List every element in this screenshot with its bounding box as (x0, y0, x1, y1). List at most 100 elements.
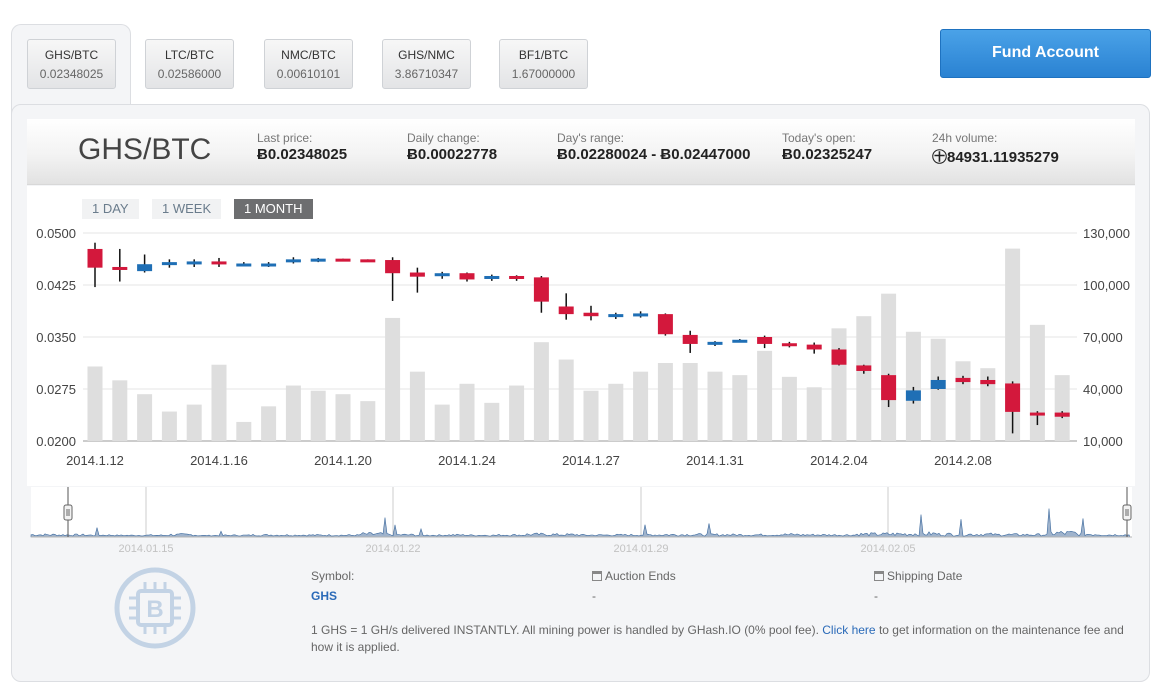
candle-down (757, 337, 773, 344)
volume-bar (484, 402, 500, 441)
shipping-date: Shipping Date (874, 569, 962, 583)
volume-bar (211, 364, 227, 441)
candle-up (633, 313, 649, 317)
volume-bar (459, 383, 475, 441)
volume-bar (360, 401, 376, 441)
volume-bar (980, 368, 996, 441)
candle-up (905, 390, 921, 401)
volume-bar (707, 371, 723, 441)
candle-down (112, 266, 128, 270)
volume-bar (930, 338, 946, 441)
candle-down (856, 365, 872, 371)
candle-down (211, 261, 227, 265)
last-price-label: Last price: (257, 131, 313, 145)
volume-bar (732, 375, 748, 441)
y-axis-left-tick-label: 0.0275 (36, 382, 76, 397)
volume-bar (806, 387, 822, 441)
candle-down (360, 259, 376, 263)
today-open-label: Today's open: (782, 131, 856, 145)
svg-text:B: B (146, 596, 163, 623)
tab-bf1-btc[interactable]: BF1/BTC 1.67000000 (499, 39, 588, 89)
candle-up (236, 263, 252, 267)
market-header: GHS/BTC Last price: Ƀ0.02348025 Daily ch… (27, 119, 1135, 185)
candle-up (434, 273, 450, 277)
volume-bar (831, 328, 847, 441)
y-axis-left-tick-label: 0.0350 (36, 330, 76, 345)
candle-down (881, 375, 897, 401)
candle-up (285, 259, 301, 263)
y-axis-left-tick-label: 0.0500 (36, 226, 76, 241)
fund-account-button[interactable]: Fund Account (940, 29, 1151, 78)
range-1-day-button[interactable]: 1 DAY (82, 199, 139, 219)
volume-bar (385, 317, 401, 441)
y-axis-right-tick-label: 70,000 (1083, 330, 1123, 345)
x-axis-tick-label: 2014.1.20 (314, 453, 372, 468)
today-open-stat: Today's open: Ƀ0.02325247 (782, 131, 872, 163)
click-here-link[interactable]: Click here (822, 623, 876, 637)
volume-bar (583, 390, 599, 441)
range-1-month-button[interactable]: 1 MONTH (234, 199, 313, 219)
tab-price: 0.02348025 (39, 67, 104, 81)
volume-bar (608, 383, 624, 441)
calendar-icon (874, 571, 884, 581)
candle-down (385, 260, 401, 274)
candle-up (261, 263, 277, 267)
candle-up (732, 339, 748, 343)
y-axis-left-tick-label: 0.0200 (36, 434, 76, 449)
candle-up (608, 314, 624, 318)
auction-ends-value: - (592, 589, 596, 603)
volume-label: 24h volume: (932, 131, 998, 145)
candle-down (87, 248, 103, 268)
volume-bar (509, 385, 525, 441)
bitcoin-chip-logo: B (114, 567, 196, 649)
candle-up (310, 258, 326, 262)
volume-bar (137, 394, 153, 441)
volume-bar (409, 371, 425, 441)
tab-ltc-btc[interactable]: LTC/BTC 0.02586000 (145, 39, 234, 89)
volume-bar (955, 361, 971, 441)
candle-down (980, 379, 996, 385)
auction-ends: Auction Ends (592, 569, 676, 583)
x-axis-tick-label: 2014.1.24 (438, 453, 496, 468)
volume-bar (881, 293, 897, 441)
y-axis-right-tick-label: 130,000 (1083, 226, 1130, 241)
candle-down (682, 334, 698, 344)
candle-down (657, 314, 673, 335)
ghs-info-note: 1 GHS = 1 GH/s delivered INSTANTLY. All … (311, 622, 1141, 656)
candle-up (930, 379, 946, 389)
candle-down (1054, 412, 1070, 417)
candle-up (707, 341, 723, 345)
daily-change-value: Ƀ0.00022778 (407, 146, 498, 163)
symbol-value: GHS (311, 589, 338, 603)
volume-bar (87, 366, 103, 441)
symbol-label: Symbol: (311, 569, 355, 583)
candle-up (186, 261, 202, 265)
candle-down (583, 312, 599, 317)
note-text-end: to get information on the maintenance fe… (311, 623, 1124, 654)
candle-down (955, 377, 971, 383)
tab-ghs-btc[interactable]: GHS/BTC 0.02348025 (27, 39, 116, 89)
candle-down (1029, 412, 1045, 416)
volume-bar (781, 376, 797, 441)
shipping-date-value: - (874, 589, 878, 603)
volume-bar (434, 404, 450, 441)
candle-down (509, 275, 525, 279)
range-1-week-button[interactable]: 1 WEEK (152, 199, 222, 219)
tab-nmc-btc[interactable]: NMC/BTC 0.00610101 (264, 39, 353, 89)
auction-ends-label: Auction Ends (605, 569, 676, 583)
candle-down (1005, 383, 1021, 412)
candle-down (533, 277, 549, 302)
candle-down (409, 272, 425, 277)
volume-bar (558, 359, 574, 441)
tab-price: 3.86710347 (394, 67, 459, 81)
page-title: GHS/BTC (78, 133, 212, 166)
volume-bar (757, 350, 773, 441)
tab-pair-label: BF1/BTC (518, 48, 569, 62)
day-range-value: Ƀ0.02280024 - Ƀ0.02447000 (557, 146, 751, 163)
candle-down (335, 258, 351, 262)
y-axis-right-tick-label: 100,000 (1083, 278, 1130, 293)
candle-down (831, 349, 847, 365)
tab-ghs-nmc[interactable]: GHS/NMC 3.86710347 (382, 39, 471, 89)
last-price-stat: Last price: Ƀ0.02348025 (257, 131, 347, 163)
